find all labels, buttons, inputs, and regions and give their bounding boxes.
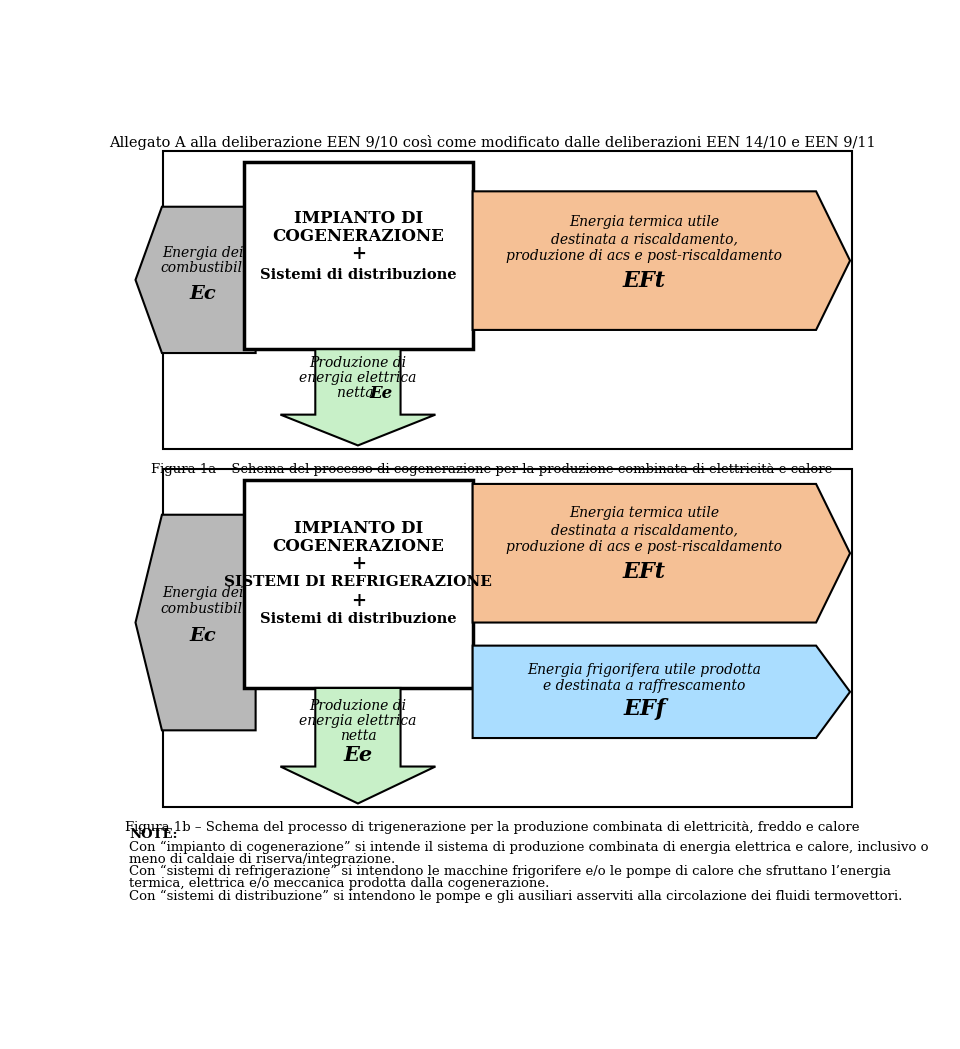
Text: IMPIANTO DI: IMPIANTO DI <box>294 210 423 228</box>
Text: destinata a riscaldamento,: destinata a riscaldamento, <box>551 232 738 247</box>
Text: Sistemi di distribuzione: Sistemi di distribuzione <box>260 613 457 626</box>
Polygon shape <box>135 515 255 730</box>
Bar <box>162 469 852 808</box>
Text: EFf: EFf <box>623 698 665 720</box>
Text: +: + <box>350 592 366 609</box>
Text: NOTE:: NOTE: <box>130 828 178 841</box>
Text: SISTEMI DI REFRIGERAZIONE: SISTEMI DI REFRIGERAZIONE <box>225 576 492 590</box>
Polygon shape <box>280 688 436 804</box>
Polygon shape <box>472 645 850 738</box>
Text: Produzione di: Produzione di <box>309 699 406 712</box>
Text: EFt: EFt <box>623 270 666 292</box>
Text: Figura 1b – Schema del processo di trigenerazione per la produzione combinata di: Figura 1b – Schema del processo di trige… <box>125 821 859 834</box>
Text: Produzione di: Produzione di <box>309 356 406 369</box>
Text: Sistemi di distribuzione: Sistemi di distribuzione <box>260 267 457 282</box>
Text: Ec: Ec <box>190 284 217 303</box>
Text: produzione di acs e post-riscaldamento: produzione di acs e post-riscaldamento <box>506 540 782 554</box>
Text: COGENERAZIONE: COGENERAZIONE <box>273 538 444 555</box>
Text: Figura 1a – Schema del processo di cogenerazione per la produzione combinata di : Figura 1a – Schema del processo di cogen… <box>152 464 832 476</box>
Text: Energia frigorifera utile prodotta: Energia frigorifera utile prodotta <box>527 663 761 678</box>
Text: netta: netta <box>337 386 378 401</box>
Bar <box>162 151 852 449</box>
Text: destinata a riscaldamento,: destinata a riscaldamento, <box>551 523 738 537</box>
Text: Con “impianto di cogenerazione” si intende il sistema di produzione combinata di: Con “impianto di cogenerazione” si inten… <box>130 840 928 854</box>
Bar <box>244 480 472 688</box>
Text: Energia dei: Energia dei <box>162 245 244 260</box>
Text: Ee: Ee <box>370 385 393 402</box>
Text: +: + <box>350 245 366 263</box>
Text: +: + <box>350 555 366 573</box>
Text: meno di caldaie di riserva/integrazione.: meno di caldaie di riserva/integrazione. <box>130 853 396 865</box>
Text: combustibili: combustibili <box>160 602 247 616</box>
Text: Energia dei: Energia dei <box>162 586 244 600</box>
Text: netta: netta <box>340 729 376 744</box>
Text: Energia termica utile: Energia termica utile <box>569 215 719 229</box>
Text: combustibili: combustibili <box>160 261 247 275</box>
Text: Energia termica utile: Energia termica utile <box>569 507 719 520</box>
Text: produzione di acs e post-riscaldamento: produzione di acs e post-riscaldamento <box>506 249 782 263</box>
Text: EFt: EFt <box>623 561 666 582</box>
Text: energia elettrica: energia elettrica <box>300 714 417 728</box>
Text: e destinata a raffrescamento: e destinata a raffrescamento <box>543 679 746 692</box>
Polygon shape <box>135 207 255 354</box>
Text: Ee: Ee <box>344 745 372 765</box>
Text: Allegato A alla deliberazione EEN 9/10 così come modificato dalle deliberazioni : Allegato A alla deliberazione EEN 9/10 c… <box>108 135 876 150</box>
Text: Con “sistemi di refrigerazione” si intendono le macchine frigorifere e/o le pomp: Con “sistemi di refrigerazione” si inten… <box>130 865 891 878</box>
Text: IMPIANTO DI: IMPIANTO DI <box>294 520 423 537</box>
Bar <box>244 162 472 349</box>
Polygon shape <box>472 484 850 622</box>
Text: termica, elettrica e/o meccanica prodotta dalla cogenerazione.: termica, elettrica e/o meccanica prodott… <box>130 877 550 891</box>
Polygon shape <box>280 349 436 446</box>
Text: energia elettrica: energia elettrica <box>300 371 417 385</box>
Text: Con “sistemi di distribuzione” si intendono le pompe e gli ausiliari asserviti a: Con “sistemi di distribuzione” si intend… <box>130 890 902 903</box>
Text: COGENERAZIONE: COGENERAZIONE <box>273 228 444 244</box>
Text: Ec: Ec <box>190 627 217 645</box>
Polygon shape <box>472 191 850 330</box>
